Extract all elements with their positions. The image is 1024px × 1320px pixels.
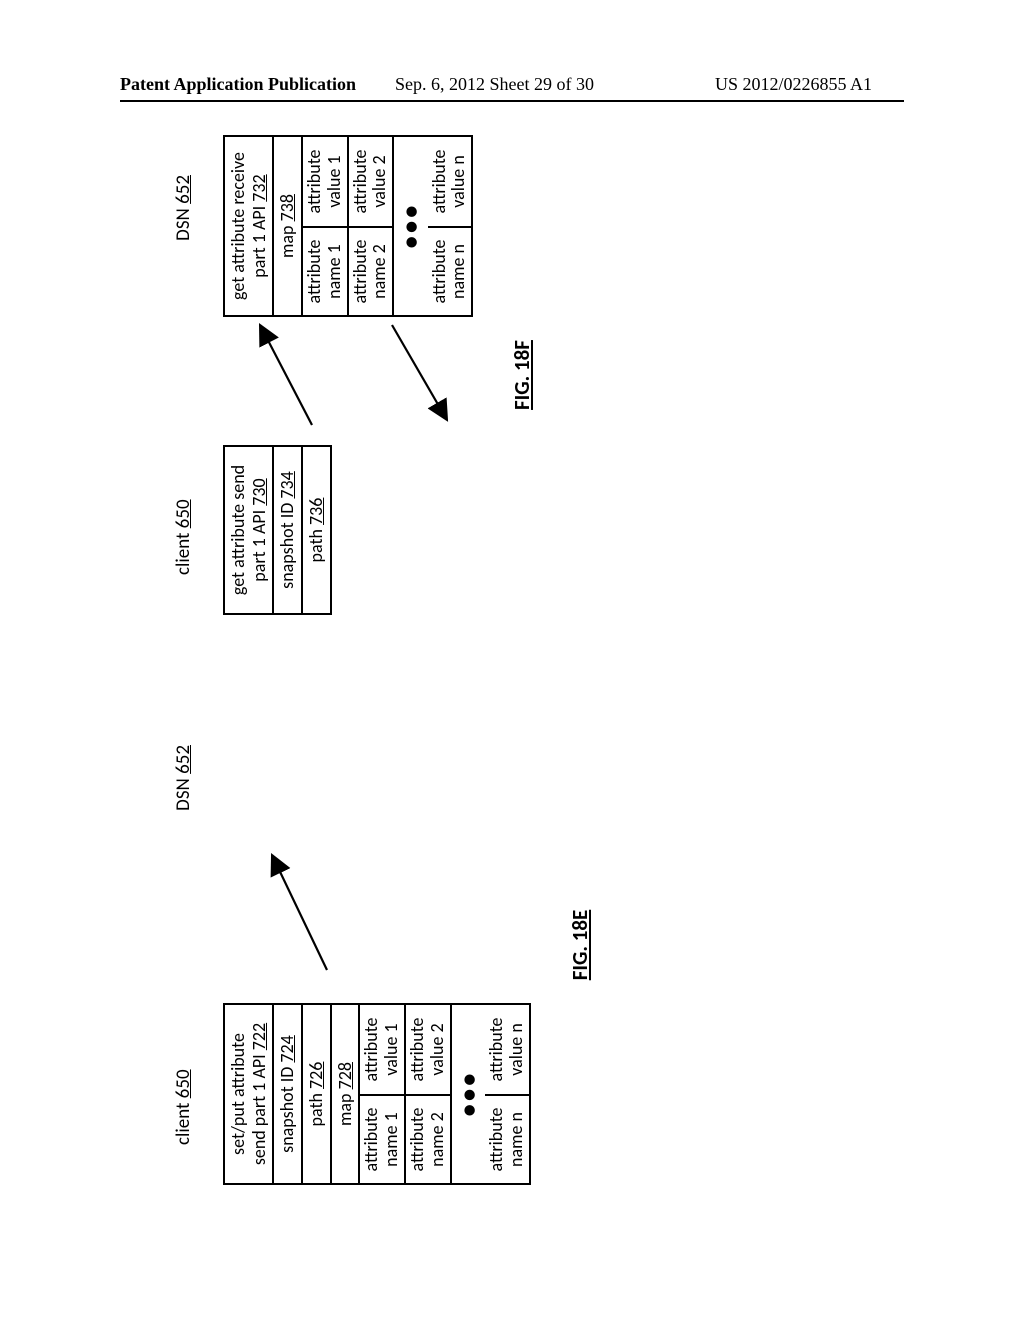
map-value-1-recv: attribute value 1	[303, 137, 347, 226]
path-cell: path 726	[303, 1005, 332, 1183]
client-label: client 650	[172, 1069, 195, 1145]
snapshot-cell-f: snapshot ID 734	[274, 447, 303, 613]
map-name-2-recv: attribute name 2	[349, 226, 393, 315]
snapshot-ref: 724	[276, 1035, 298, 1062]
api-cell: set/put attribute send part 1 API 722	[225, 1005, 274, 1183]
map-name-n: attribute name n	[485, 1094, 529, 1183]
map-row-1-recv: attribute name 1 attribute value 1	[303, 137, 349, 315]
api-text: set/put attribute send part 1 API	[227, 1033, 270, 1165]
fig-18e: client 650 DSN 652 set/put attribute sen…	[172, 705, 593, 1185]
client-ref: 650	[172, 1069, 195, 1098]
fig18f-recv-box: get attribute receive part 1 API 732 map…	[223, 135, 473, 317]
fig-18f: client 650 DSN 652 get attribute send pa…	[172, 135, 593, 615]
snapshot-ref-f: 734	[276, 471, 298, 498]
api-cell-f: get attribute send part 1 API 730	[225, 447, 274, 613]
dsn-label-f: DSN 652	[172, 175, 195, 241]
dsn-ref: 652	[172, 745, 195, 774]
map-cell-recv: map 738 attribute name 1 attribute value…	[274, 137, 471, 315]
fig18f-caption: FIG. 18F	[509, 135, 535, 615]
api-cell-recv: get attribute receive part 1 API 732	[225, 137, 274, 315]
map-name-n-recv: attribute name n	[428, 226, 472, 315]
path-ref-f: 736	[305, 498, 327, 525]
map-name-2: attribute name 2	[406, 1094, 450, 1183]
client-ref-f: 650	[172, 499, 195, 528]
map-label: map	[334, 1094, 356, 1126]
dsn-text-f: DSN	[172, 208, 195, 241]
fig18f-boxes: get attribute send part 1 API 730 snapsh…	[223, 135, 473, 615]
snapshot-text: snapshot ID	[276, 1067, 298, 1153]
path-text: path	[305, 1093, 327, 1126]
map-value-1: attribute value 1	[360, 1005, 404, 1094]
header-mid: Sep. 6, 2012 Sheet 29 of 30	[395, 74, 594, 95]
map-ref-recv: 738	[276, 194, 298, 221]
api-ref: 722	[248, 1023, 270, 1050]
page: Patent Application Publication Sep. 6, 2…	[0, 0, 1024, 1320]
header-rule	[120, 100, 904, 102]
map-dots: ●●●	[452, 1005, 485, 1183]
map-value-2-recv: attribute value 2	[349, 137, 393, 226]
map-value-2: attribute value 2	[406, 1005, 450, 1094]
client-text: client	[172, 1103, 195, 1145]
dsn-label: DSN 652	[172, 745, 195, 811]
snapshot-cell: snapshot ID 724	[274, 1005, 303, 1183]
dsn-text: DSN	[172, 778, 195, 811]
map-value-n: attribute value n	[485, 1005, 529, 1094]
client-label-f: client 650	[172, 499, 195, 575]
dsn-ref-f: 652	[172, 175, 195, 204]
map-row-2-recv: attribute name 2 attribute value 2	[349, 137, 395, 315]
map-name-1: attribute name 1	[360, 1094, 404, 1183]
fig18e-caption: FIG. 18E	[567, 705, 593, 1185]
path-cell-f: path 736	[303, 447, 330, 613]
map-row-n: attribute name n attribute value n	[485, 1005, 529, 1183]
api-ref-f: 730	[248, 478, 270, 505]
map-header: map 728	[332, 1005, 361, 1183]
map-ref: 728	[334, 1062, 356, 1089]
header-right: US 2012/0226855 A1	[715, 74, 872, 95]
map-label-recv: map	[276, 226, 298, 258]
fig18e-boxes: set/put attribute send part 1 API 722 sn…	[223, 705, 531, 1185]
map-row-2: attribute name 2 attribute value 2	[406, 1005, 452, 1183]
api-ref-recv: 732	[248, 174, 270, 201]
map-row-n-recv: attribute name n attribute value n	[428, 137, 472, 315]
header-left: Patent Application Publication	[120, 74, 356, 95]
client-text-f: client	[172, 533, 195, 575]
map-cell: map 728 attribute name 1 attribute value…	[332, 1005, 529, 1183]
map-name-1-recv: attribute name 1	[303, 226, 347, 315]
map-row-1: attribute name 1 attribute value 1	[360, 1005, 406, 1183]
map-dots-recv: ●●●	[394, 137, 427, 315]
fig18e-api-box: set/put attribute send part 1 API 722 sn…	[223, 1003, 531, 1185]
snapshot-text-f: snapshot ID	[276, 503, 298, 589]
fig18f-col-headers: client 650 DSN 652	[172, 135, 195, 615]
figures-rotated: client 650 DSN 652 set/put attribute sen…	[172, 110, 852, 1210]
map-header-recv: map 738	[274, 137, 303, 315]
figures-row: client 650 DSN 652 set/put attribute sen…	[172, 110, 593, 1210]
path-text-f: path	[305, 529, 327, 562]
fig18e-left-col: set/put attribute send part 1 API 722 sn…	[223, 1003, 531, 1185]
map-value-n-recv: attribute value n	[428, 137, 472, 226]
fig18e-col-headers: client 650 DSN 652	[172, 705, 195, 1185]
path-ref: 726	[305, 1062, 327, 1089]
fig18f-send-box: get attribute send part 1 API 730 snapsh…	[223, 445, 332, 615]
